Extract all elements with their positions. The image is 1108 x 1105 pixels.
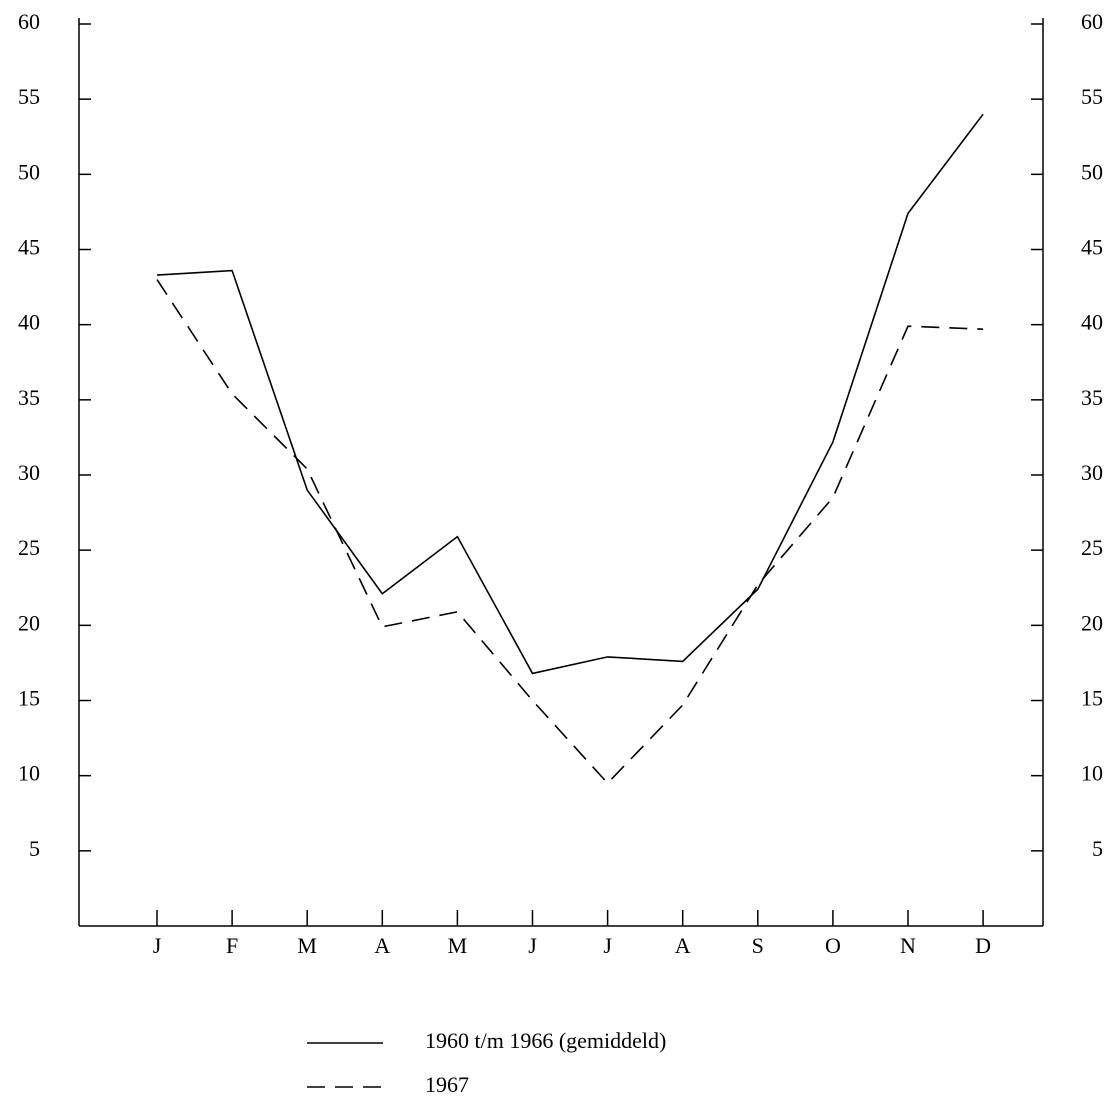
x-tick-label: J (603, 933, 612, 958)
y2-tick-label: 35 (1081, 385, 1103, 410)
y-tick-label: 40 (18, 310, 40, 335)
x-tick-label: S (752, 933, 764, 958)
x-tick-label: A (374, 933, 390, 958)
line-series (156, 279, 984, 785)
x-tick-label: A (675, 933, 691, 958)
y-tick-label: 25 (18, 535, 40, 560)
y-tick-label: 55 (18, 84, 40, 109)
x-tick-label: D (975, 933, 991, 958)
y2-tick-label: 60 (1081, 9, 1103, 34)
y-tick-label: 10 (18, 761, 40, 786)
y2-tick-label: 15 (1081, 686, 1103, 711)
y2-tick-label: 30 (1081, 460, 1103, 485)
x-tick-label: N (900, 933, 916, 958)
y2-tick-label: 55 (1081, 84, 1103, 109)
y-tick-label: 35 (18, 385, 40, 410)
y-tick-label: 15 (18, 686, 40, 711)
line-series (156, 113, 984, 675)
y2-tick-label: 5 (1092, 836, 1103, 861)
y2-tick-label: 10 (1081, 761, 1103, 786)
x-tick-label: M (448, 933, 468, 958)
y2-tick-label: 40 (1081, 310, 1103, 335)
y2-tick-label: 20 (1081, 610, 1103, 635)
y-tick-label: 50 (18, 159, 40, 184)
y-tick-label: 60 (18, 9, 40, 34)
legend-label: 1967 (425, 1072, 469, 1097)
y-tick-label: 5 (29, 836, 40, 861)
y2-tick-label: 45 (1081, 235, 1103, 260)
x-tick-label: M (297, 933, 317, 958)
y2-tick-label: 50 (1081, 159, 1103, 184)
x-tick-label: F (226, 933, 238, 958)
x-tick-label: O (825, 933, 841, 958)
x-tick-label: J (528, 933, 537, 958)
y-tick-label: 20 (18, 610, 40, 635)
y2-tick-label: 25 (1081, 535, 1103, 560)
y-tick-label: 30 (18, 460, 40, 485)
y-tick-label: 45 (18, 235, 40, 260)
legend-label: 1960 t/m 1966 (gemiddeld) (425, 1028, 666, 1053)
x-tick-label: J (153, 933, 162, 958)
